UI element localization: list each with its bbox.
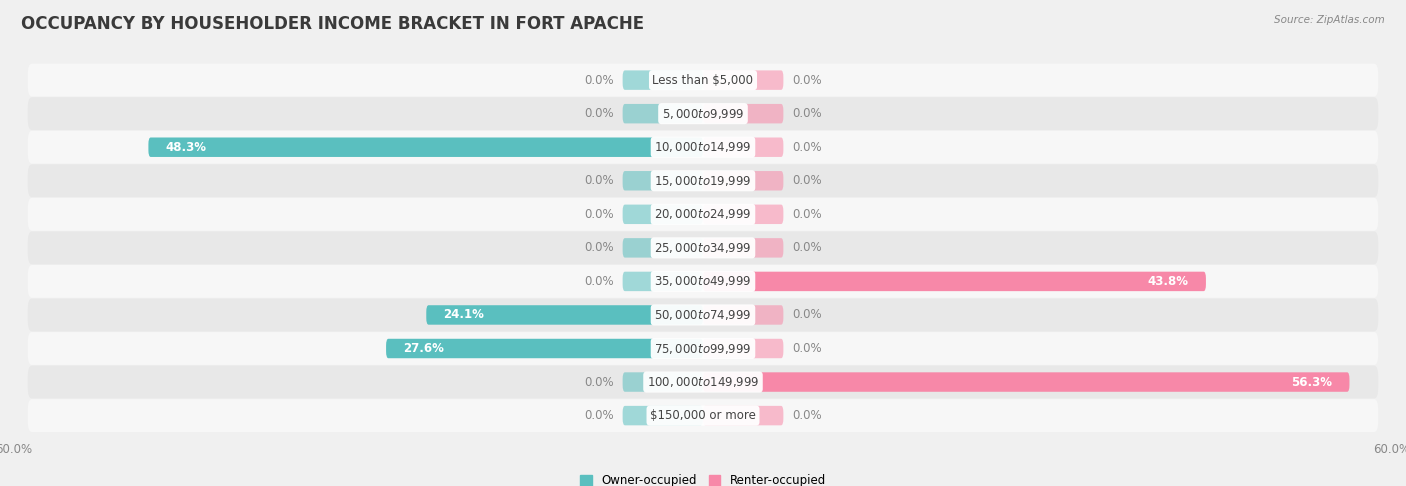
FancyBboxPatch shape — [28, 265, 1378, 298]
FancyBboxPatch shape — [623, 238, 703, 258]
Text: 43.8%: 43.8% — [1147, 275, 1188, 288]
FancyBboxPatch shape — [703, 305, 783, 325]
FancyBboxPatch shape — [623, 372, 703, 392]
FancyBboxPatch shape — [703, 238, 783, 258]
Text: $5,000 to $9,999: $5,000 to $9,999 — [662, 106, 744, 121]
Text: 48.3%: 48.3% — [166, 141, 207, 154]
FancyBboxPatch shape — [28, 64, 1378, 97]
Text: 0.0%: 0.0% — [793, 174, 823, 187]
Text: $75,000 to $99,999: $75,000 to $99,999 — [654, 342, 752, 355]
Text: $20,000 to $24,999: $20,000 to $24,999 — [654, 208, 752, 221]
Text: $100,000 to $149,999: $100,000 to $149,999 — [647, 375, 759, 389]
Text: 0.0%: 0.0% — [583, 208, 613, 221]
FancyBboxPatch shape — [28, 164, 1378, 197]
FancyBboxPatch shape — [703, 70, 783, 90]
FancyBboxPatch shape — [623, 171, 703, 191]
FancyBboxPatch shape — [28, 198, 1378, 231]
FancyBboxPatch shape — [623, 406, 703, 425]
Text: $10,000 to $14,999: $10,000 to $14,999 — [654, 140, 752, 154]
FancyBboxPatch shape — [703, 138, 783, 157]
Text: 0.0%: 0.0% — [793, 342, 823, 355]
Text: 24.1%: 24.1% — [443, 309, 485, 321]
Text: Less than $5,000: Less than $5,000 — [652, 73, 754, 87]
FancyBboxPatch shape — [387, 339, 703, 358]
Text: $25,000 to $34,999: $25,000 to $34,999 — [654, 241, 752, 255]
FancyBboxPatch shape — [149, 138, 703, 157]
FancyBboxPatch shape — [623, 272, 703, 291]
FancyBboxPatch shape — [28, 97, 1378, 130]
Text: 0.0%: 0.0% — [793, 141, 823, 154]
Legend: Owner-occupied, Renter-occupied: Owner-occupied, Renter-occupied — [575, 469, 831, 486]
FancyBboxPatch shape — [623, 70, 703, 90]
Text: 0.0%: 0.0% — [583, 242, 613, 254]
Text: $35,000 to $49,999: $35,000 to $49,999 — [654, 275, 752, 288]
Text: 56.3%: 56.3% — [1291, 376, 1333, 388]
FancyBboxPatch shape — [703, 171, 783, 191]
Text: 0.0%: 0.0% — [583, 376, 613, 388]
Text: 0.0%: 0.0% — [793, 107, 823, 120]
Text: 0.0%: 0.0% — [793, 73, 823, 87]
FancyBboxPatch shape — [28, 365, 1378, 399]
FancyBboxPatch shape — [28, 231, 1378, 264]
FancyBboxPatch shape — [426, 305, 703, 325]
FancyBboxPatch shape — [703, 104, 783, 123]
FancyBboxPatch shape — [623, 104, 703, 123]
Text: 0.0%: 0.0% — [583, 107, 613, 120]
Text: $15,000 to $19,999: $15,000 to $19,999 — [654, 174, 752, 188]
FancyBboxPatch shape — [28, 298, 1378, 331]
Text: 27.6%: 27.6% — [404, 342, 444, 355]
Text: $150,000 or more: $150,000 or more — [650, 409, 756, 422]
Text: 0.0%: 0.0% — [793, 309, 823, 321]
Text: $50,000 to $74,999: $50,000 to $74,999 — [654, 308, 752, 322]
Text: 0.0%: 0.0% — [583, 174, 613, 187]
Text: Source: ZipAtlas.com: Source: ZipAtlas.com — [1274, 15, 1385, 25]
FancyBboxPatch shape — [703, 205, 783, 224]
FancyBboxPatch shape — [703, 339, 783, 358]
FancyBboxPatch shape — [703, 372, 1350, 392]
Text: 0.0%: 0.0% — [583, 73, 613, 87]
FancyBboxPatch shape — [28, 332, 1378, 365]
Text: 0.0%: 0.0% — [583, 409, 613, 422]
Text: 0.0%: 0.0% — [793, 242, 823, 254]
FancyBboxPatch shape — [703, 406, 783, 425]
Text: OCCUPANCY BY HOUSEHOLDER INCOME BRACKET IN FORT APACHE: OCCUPANCY BY HOUSEHOLDER INCOME BRACKET … — [21, 15, 644, 33]
Text: 0.0%: 0.0% — [583, 275, 613, 288]
Text: 0.0%: 0.0% — [793, 208, 823, 221]
FancyBboxPatch shape — [623, 205, 703, 224]
FancyBboxPatch shape — [28, 399, 1378, 432]
Text: 0.0%: 0.0% — [793, 409, 823, 422]
FancyBboxPatch shape — [28, 131, 1378, 164]
FancyBboxPatch shape — [703, 272, 1206, 291]
